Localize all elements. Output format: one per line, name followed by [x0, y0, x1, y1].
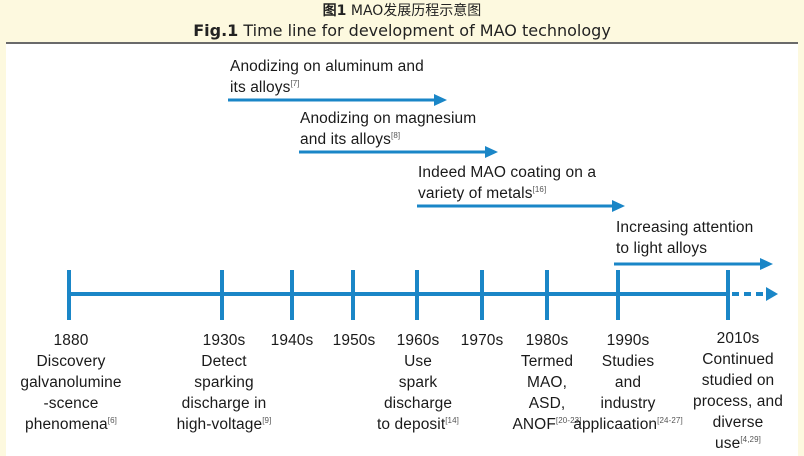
- tick-1990s: [616, 270, 620, 320]
- era-line: diverse: [712, 414, 764, 431]
- era-line: Discovery: [36, 353, 106, 370]
- event-arrow-light-alloys: [614, 258, 773, 270]
- event-line: Anodizing on magnesium: [300, 110, 477, 127]
- event-line: Increasing attention: [616, 219, 754, 236]
- reference: [6]: [107, 416, 117, 425]
- era-line: Termed: [520, 353, 574, 370]
- timeline-graphic: [67, 94, 778, 320]
- timeline-figure: Anodizing on aluminum and its alloys[7] …: [6, 42, 798, 456]
- era-line: applicaation: [573, 416, 658, 433]
- era-year: 1960s: [396, 332, 440, 349]
- figure-label-cn: 图1: [322, 3, 347, 19]
- figure-label-en: Fig.1: [193, 21, 239, 40]
- era-1930s: 1930s Detect sparking discharge in high-…: [166, 330, 282, 435]
- era-line: ANOF: [512, 416, 556, 433]
- era-line: Use: [404, 353, 432, 370]
- reference: [20-23]: [555, 416, 582, 425]
- era-line: phenomena: [25, 416, 108, 433]
- era-year: 1990s: [606, 332, 650, 349]
- era-line: spark: [398, 374, 438, 391]
- era-line: ASD,: [528, 395, 566, 412]
- era-year: 1980s: [525, 332, 569, 349]
- reference: [24-27]: [657, 416, 683, 425]
- reference: [4,29]: [740, 435, 761, 444]
- event-arrow-mao-coating: [417, 200, 625, 212]
- event-arrow-aluminum: [228, 94, 447, 106]
- era-year: 1940s: [270, 332, 314, 349]
- tick-1880: [67, 270, 71, 320]
- tick-1950s: [351, 270, 355, 320]
- era-2010s: 2010s Continued studied on process, and …: [686, 328, 790, 454]
- tick-1940s: [290, 270, 294, 320]
- figure-title-cn: MAO发展历程示意图: [346, 3, 482, 19]
- era-1950s: 1950s: [324, 330, 384, 351]
- era-line: discharge in: [181, 395, 267, 412]
- era-line: galvanolumine: [20, 374, 122, 391]
- reference: [9]: [262, 416, 272, 425]
- reference: [8]: [391, 131, 401, 140]
- event-line: variety of metals: [418, 185, 533, 202]
- figure-title-en: Time line for development of MAO technol…: [238, 21, 611, 40]
- timeline-dotted-extension: [732, 287, 778, 301]
- era-line: Continued: [702, 351, 774, 368]
- event-label-mao-coating: Indeed MAO coating on a variety of metal…: [418, 162, 596, 204]
- event-line: Indeed MAO coating on a: [418, 164, 597, 181]
- era-line: -scence: [43, 395, 99, 412]
- era-1960s: 1960s Use spark discharge to deposit[14]: [366, 330, 470, 435]
- event-arrow-magnesium: [299, 146, 498, 158]
- era-line: studied on: [701, 372, 775, 389]
- era-year: 1970s: [460, 332, 504, 349]
- era-line: to deposit: [377, 416, 446, 433]
- tick-1970s: [480, 270, 484, 320]
- era-line: sparking: [194, 374, 254, 391]
- era-1880: 1880 Discovery galvanolumine -scence phe…: [19, 330, 123, 435]
- timeline-ticks: [67, 270, 730, 320]
- era-year: 1880: [53, 332, 89, 349]
- figure-caption-chinese: 图1 MAO发展历程示意图: [0, 2, 804, 20]
- event-line: and its alloys: [300, 131, 392, 148]
- era-line: process, and: [693, 393, 783, 410]
- era-line: MAO,: [526, 374, 567, 391]
- era-1970s: 1970s: [452, 330, 512, 351]
- era-1980s: 1980s Termed MAO, ASD, ANOF[20-23]: [502, 330, 592, 435]
- event-line: Anodizing on aluminum and: [230, 58, 424, 75]
- event-line: its alloys: [230, 79, 291, 96]
- event-line: to light alloys: [616, 240, 708, 257]
- era-1990s: 1990s Studies and industry applicaation[…: [562, 330, 694, 435]
- era-1940s: 1940s: [262, 330, 322, 351]
- era-line: use: [715, 435, 741, 452]
- event-label-light-alloys: Increasing attention to light alloys: [616, 217, 753, 259]
- tick-1980s: [545, 270, 549, 320]
- reference: [7]: [290, 79, 300, 88]
- tick-2010s: [726, 270, 730, 320]
- event-label-magnesium: Anodizing on magnesium and its alloys[8]: [300, 108, 476, 150]
- era-line: discharge: [383, 395, 453, 412]
- era-line: Studies: [601, 353, 655, 370]
- figure-caption-english: Fig.1 Time line for development of MAO t…: [0, 21, 804, 41]
- era-line: Detect: [201, 353, 247, 370]
- tick-1960s: [415, 270, 419, 320]
- reference: [14]: [445, 416, 459, 425]
- era-year: 1950s: [332, 332, 376, 349]
- era-line: and: [614, 374, 642, 391]
- tick-1930s: [220, 270, 224, 320]
- era-year: 1930s: [202, 332, 246, 349]
- era-line: high-voltage: [176, 416, 263, 433]
- era-line: industry: [600, 395, 656, 412]
- event-label-aluminum: Anodizing on aluminum and its alloys[7]: [230, 56, 424, 98]
- era-year: 2010s: [716, 330, 760, 347]
- reference: [16]: [532, 185, 547, 194]
